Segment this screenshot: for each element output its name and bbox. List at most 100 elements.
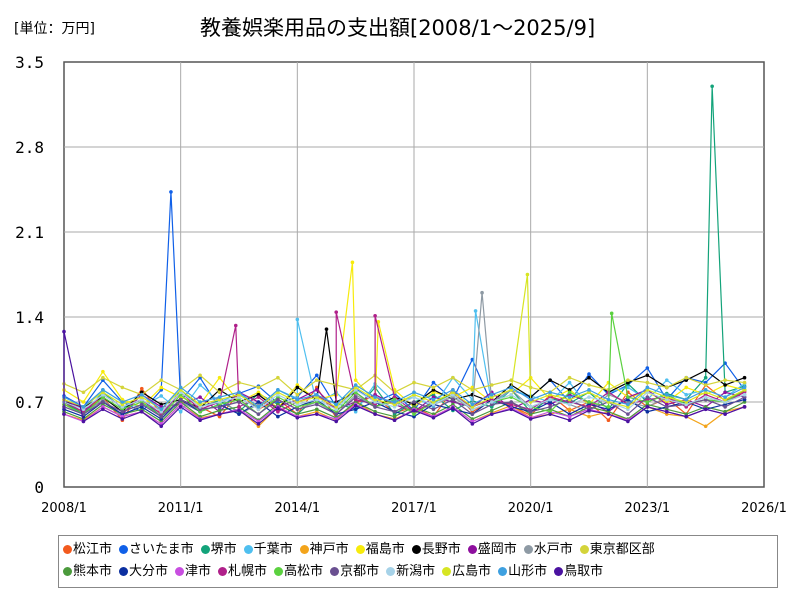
data-point bbox=[353, 383, 358, 387]
legend-marker-icon bbox=[411, 545, 421, 554]
data-point bbox=[742, 380, 747, 385]
data-point bbox=[470, 422, 475, 426]
data-point bbox=[198, 383, 202, 387]
legend-label: さいたま市 bbox=[129, 542, 194, 557]
data-point bbox=[169, 190, 173, 194]
legend-marker-icon bbox=[63, 545, 72, 554]
legend-item: 鳥取市 bbox=[554, 561, 603, 583]
data-point bbox=[567, 375, 572, 380]
series-line bbox=[63, 374, 745, 396]
data-point bbox=[295, 317, 300, 322]
data-point bbox=[314, 412, 319, 416]
data-point bbox=[509, 385, 514, 390]
data-point bbox=[159, 385, 164, 390]
legend-label: 広島市 bbox=[452, 564, 492, 579]
unit-label: [単位：万円] bbox=[14, 21, 95, 37]
data-point bbox=[684, 375, 689, 380]
data-point bbox=[233, 323, 238, 328]
data-point bbox=[567, 395, 572, 399]
data-point bbox=[295, 392, 300, 397]
data-point bbox=[101, 407, 105, 412]
series-line bbox=[63, 384, 745, 422]
legend-label: 堺市 bbox=[210, 542, 237, 557]
data-point bbox=[276, 397, 280, 402]
data-point bbox=[139, 402, 144, 407]
series-line bbox=[63, 389, 745, 413]
data-point bbox=[548, 397, 552, 402]
data-point bbox=[489, 412, 494, 416]
data-point bbox=[626, 419, 630, 424]
data-point bbox=[567, 402, 572, 407]
legend-label: 熊本市 bbox=[73, 564, 113, 579]
data-point bbox=[139, 392, 144, 397]
data-point bbox=[256, 395, 261, 399]
data-point bbox=[62, 412, 66, 416]
data-point bbox=[334, 310, 339, 314]
data-point bbox=[703, 424, 708, 429]
legend-label: 大分市 bbox=[129, 564, 169, 579]
x-tick-label: 2008/1 bbox=[41, 501, 87, 516]
legend-item: 津市 bbox=[175, 561, 211, 583]
x-tick-label: 2023/1 bbox=[624, 501, 670, 516]
data-point bbox=[567, 390, 572, 395]
data-point bbox=[723, 383, 727, 387]
data-point bbox=[684, 414, 689, 419]
data-point bbox=[548, 405, 552, 409]
x-tick-label: 2017/1 bbox=[391, 501, 437, 516]
data-point bbox=[684, 392, 689, 397]
data-point bbox=[489, 408, 494, 413]
data-point bbox=[101, 400, 105, 404]
legend-item: 盛岡市 bbox=[467, 539, 517, 561]
legend-label: 津市 bbox=[185, 564, 212, 579]
data-point bbox=[626, 385, 630, 390]
series-line bbox=[63, 396, 745, 418]
data-point bbox=[645, 395, 650, 399]
data-point bbox=[237, 390, 241, 395]
series-line bbox=[63, 401, 745, 423]
data-point bbox=[451, 406, 455, 410]
data-point bbox=[373, 412, 377, 416]
data-point bbox=[587, 408, 591, 413]
data-point bbox=[159, 378, 164, 382]
data-point bbox=[609, 311, 614, 316]
data-point bbox=[314, 378, 319, 382]
legend-item: 東京都区部 bbox=[579, 539, 655, 561]
legend-marker-icon bbox=[299, 545, 309, 554]
data-point bbox=[626, 402, 630, 407]
legend-label: 水戸市 bbox=[533, 542, 573, 557]
data-point bbox=[81, 390, 86, 395]
data-point bbox=[412, 400, 416, 404]
data-point bbox=[645, 380, 650, 385]
legend-marker-icon bbox=[243, 545, 253, 554]
data-point bbox=[489, 400, 494, 404]
data-point bbox=[373, 313, 377, 318]
data-point bbox=[159, 414, 164, 419]
legend-label: 鳥取市 bbox=[564, 564, 604, 579]
data-point bbox=[314, 373, 319, 378]
legend-item: 新潟市 bbox=[386, 561, 435, 583]
data-point bbox=[412, 390, 416, 395]
data-point bbox=[276, 409, 280, 414]
data-point bbox=[567, 418, 572, 423]
data-point bbox=[353, 395, 358, 399]
legend-label: 千葉市 bbox=[253, 542, 293, 557]
y-tick-label: 3.5 bbox=[15, 53, 44, 72]
legend-item: 水戸市 bbox=[523, 539, 573, 561]
data-point bbox=[178, 385, 183, 390]
data-point bbox=[528, 417, 533, 421]
data-point bbox=[376, 320, 381, 324]
data-point bbox=[334, 412, 339, 416]
data-point bbox=[431, 397, 436, 402]
data-point bbox=[217, 412, 222, 416]
data-point bbox=[101, 388, 105, 392]
data-point bbox=[334, 402, 339, 407]
data-point bbox=[587, 414, 591, 419]
legend-item: さいたま市 bbox=[119, 539, 194, 561]
data-point bbox=[723, 395, 727, 399]
legend-item: 熊本市 bbox=[63, 561, 112, 583]
data-point bbox=[276, 375, 280, 380]
data-point bbox=[81, 405, 86, 409]
data-point bbox=[217, 375, 222, 380]
data-point bbox=[528, 397, 533, 402]
legend-marker-icon bbox=[442, 567, 452, 576]
